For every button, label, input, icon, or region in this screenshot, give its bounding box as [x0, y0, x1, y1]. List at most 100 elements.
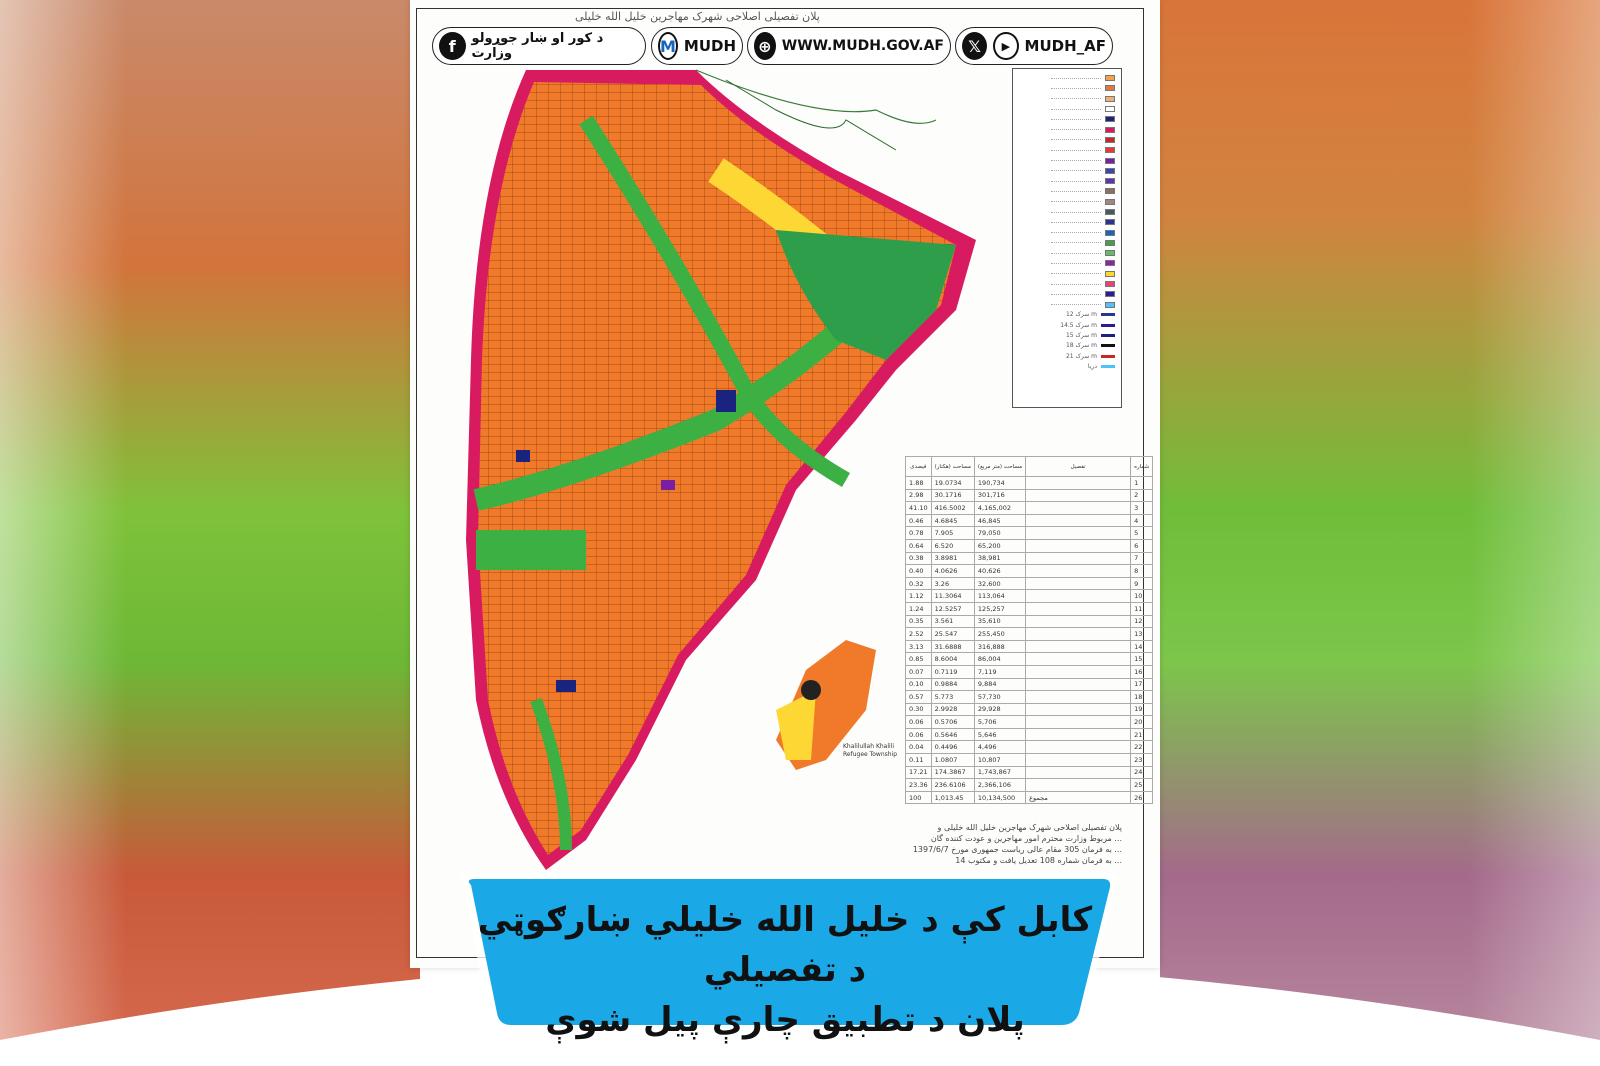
table-row: 0.32 3.26 32,600 9: [905, 576, 1154, 591]
table-row: 2.52 25.547 255,450 13: [905, 627, 1154, 641]
legend-swatch: [1105, 147, 1115, 154]
legend-road: سرک 18 m: [1019, 341, 1115, 351]
table-row: 0.85 8.6004 86,004 15: [905, 652, 1154, 666]
legend-swatch: [1105, 106, 1115, 113]
table-row: 3.13 31.6888 316,888 14: [905, 639, 1154, 654]
legend-item: [1019, 300, 1115, 310]
road-line-swatch: [1101, 313, 1115, 317]
legend-swatch: [1105, 198, 1115, 205]
legend-road: سرک 21 m: [1019, 351, 1115, 361]
table-row: 17.21 174.3867 1,743,867 24: [905, 765, 1154, 780]
legend-swatch: [1105, 219, 1115, 226]
table-row: 0.06 0.5706 5,706 20: [905, 715, 1154, 729]
road-line-swatch: [1101, 354, 1115, 358]
table-row: 0.11 1.0807 10,807 23: [905, 753, 1154, 767]
table-row: 0.46 4.6845 46,845 4: [905, 513, 1154, 528]
legend-swatch: [1105, 301, 1115, 308]
legend-item: [1019, 227, 1115, 237]
legend-swatch: [1105, 95, 1115, 102]
legend-item: [1019, 135, 1115, 145]
road-line-swatch: [1101, 364, 1115, 368]
legend-swatch: [1105, 178, 1115, 185]
plan-title: پلان تفصیلی اصلاحی شهرک مهاجرین خلیل الل…: [575, 10, 820, 23]
legend-item: [1019, 197, 1115, 207]
legend-item: [1019, 114, 1115, 124]
table-row: 0.06 0.5646 5,646 21: [905, 727, 1154, 742]
legend-swatch: [1105, 126, 1115, 133]
table-header: مساحت (متر مربع): [973, 456, 1027, 477]
table-row: 0.38 3.8981 38,981 7: [905, 551, 1154, 566]
township-map: [466, 69, 976, 870]
legend-swatch: [1105, 281, 1115, 288]
table-row: 0.10 0.9884 9,884 17: [905, 677, 1154, 692]
facebook-label: د کور او ښار جوړولو وزارت: [471, 31, 604, 61]
legend-swatch: [1105, 136, 1115, 143]
legend-item: [1019, 289, 1115, 299]
table-total-row: 100 1,013.45 10,134,500 مجموع 26: [905, 790, 1154, 805]
headline-text: کابل کې د خلیل الله خلیلي ښارګوټي د تفصی…: [477, 900, 1093, 1040]
table-row: 41.10 416.5002 4,165,002 3: [905, 501, 1154, 515]
legend-swatch: [1105, 167, 1115, 174]
website-pill[interactable]: ⊕ WWW.MUDH.GOV.AF: [747, 27, 951, 65]
legend-item: [1019, 166, 1115, 176]
legend-swatch: [1105, 188, 1115, 195]
table-row: 1.88 19.0734 190,734 1: [905, 476, 1154, 490]
legend-swatch: [1105, 250, 1115, 257]
facebook-pill[interactable]: د کور او ښار جوړولو وزارت f: [432, 27, 646, 65]
headline-banner: [459, 873, 1119, 1033]
table-row: 0.04 0.4496 4,496 22: [905, 740, 1154, 755]
note-line: پلان تفصیلی اصلاحی شهرک مهاجرین خلیل الل…: [937, 823, 1122, 832]
legend-road: سرک 15 m: [1019, 330, 1115, 340]
inset-label: Khalilullah Khalili Refugee Township: [843, 743, 898, 758]
legend-item: [1019, 73, 1115, 83]
road-line-swatch: [1101, 323, 1115, 327]
table-row: 1.12 11.3064 113,064 10: [905, 589, 1154, 603]
legend-item: [1019, 248, 1115, 258]
background-left: [0, 0, 420, 1066]
legend-swatch: [1105, 85, 1115, 92]
mudh-logo: M: [658, 32, 678, 60]
legend-item: [1019, 124, 1115, 134]
legend-item: [1019, 217, 1115, 227]
legend-road: سرک 12 m: [1019, 310, 1115, 320]
legend-swatch: [1105, 239, 1115, 246]
table-row: 2.98 30.1716 301,716 2: [905, 488, 1154, 503]
legend-item: [1019, 145, 1115, 155]
globe-icon: ⊕: [754, 32, 776, 60]
x-youtube-pill[interactable]: 𝕏 ▶ MUDH_AF: [955, 27, 1113, 65]
table-header: شماره: [1130, 456, 1154, 477]
table-row: 0.78 7.905 79,050 5: [905, 526, 1154, 540]
x-icon: 𝕏: [962, 32, 988, 60]
facebook-icon: f: [439, 32, 466, 60]
legend-item: [1019, 207, 1115, 217]
inset-map: [776, 640, 876, 770]
legend-item: [1019, 83, 1115, 93]
map-legend: سرک 12 m سرک 14.5 m سرک 15 m سرک 18 m سرک 21…: [1012, 68, 1122, 408]
legend-item: [1019, 279, 1115, 289]
website-label: WWW.MUDH.GOV.AF: [781, 38, 944, 54]
legend-swatch: [1105, 270, 1115, 277]
legend-item: [1019, 104, 1115, 114]
legend-swatch: [1105, 157, 1115, 164]
legend-item: [1019, 238, 1115, 248]
approval-note: پلان تفصیلی اصلاحی شهرک مهاجرین خلیل الل…: [900, 822, 1122, 866]
table-row: 0.40 4.0626 40,626 8: [905, 564, 1154, 578]
area-table: فیصدی مساحت (هکتار) مساحت (متر مربع) تفصیل ش…: [905, 456, 1154, 805]
table-row: 0.07 0.7119 7,119 16: [905, 664, 1154, 679]
note-line: ... به فرمان 305 مقام عالی ریاست جمهوری …: [912, 845, 1122, 854]
mudh-label: MUDH: [683, 37, 737, 55]
legend-swatch: [1105, 116, 1115, 123]
mudh-pill[interactable]: M MUDH: [651, 27, 743, 65]
legend-item: [1019, 155, 1115, 165]
legend-swatch: [1105, 229, 1115, 236]
legend-road: سرک 14.5 m: [1019, 320, 1115, 330]
note-line: ... مربوط وزارت محترم امور مهاجرین و عود…: [930, 834, 1122, 843]
legend-swatch: [1105, 260, 1115, 267]
note-line: ... به فرمان شماره 108 تعدیل یافت و مکتو…: [955, 856, 1122, 865]
legend-item: [1019, 269, 1115, 279]
road-line-swatch: [1101, 334, 1115, 338]
legend-road: دریا: [1019, 361, 1115, 371]
legend-item: [1019, 258, 1115, 268]
table-row: 1.24 12.5257 125,257 11: [905, 601, 1154, 616]
table-row: 0.30 2.9928 29,928 19: [905, 702, 1154, 717]
